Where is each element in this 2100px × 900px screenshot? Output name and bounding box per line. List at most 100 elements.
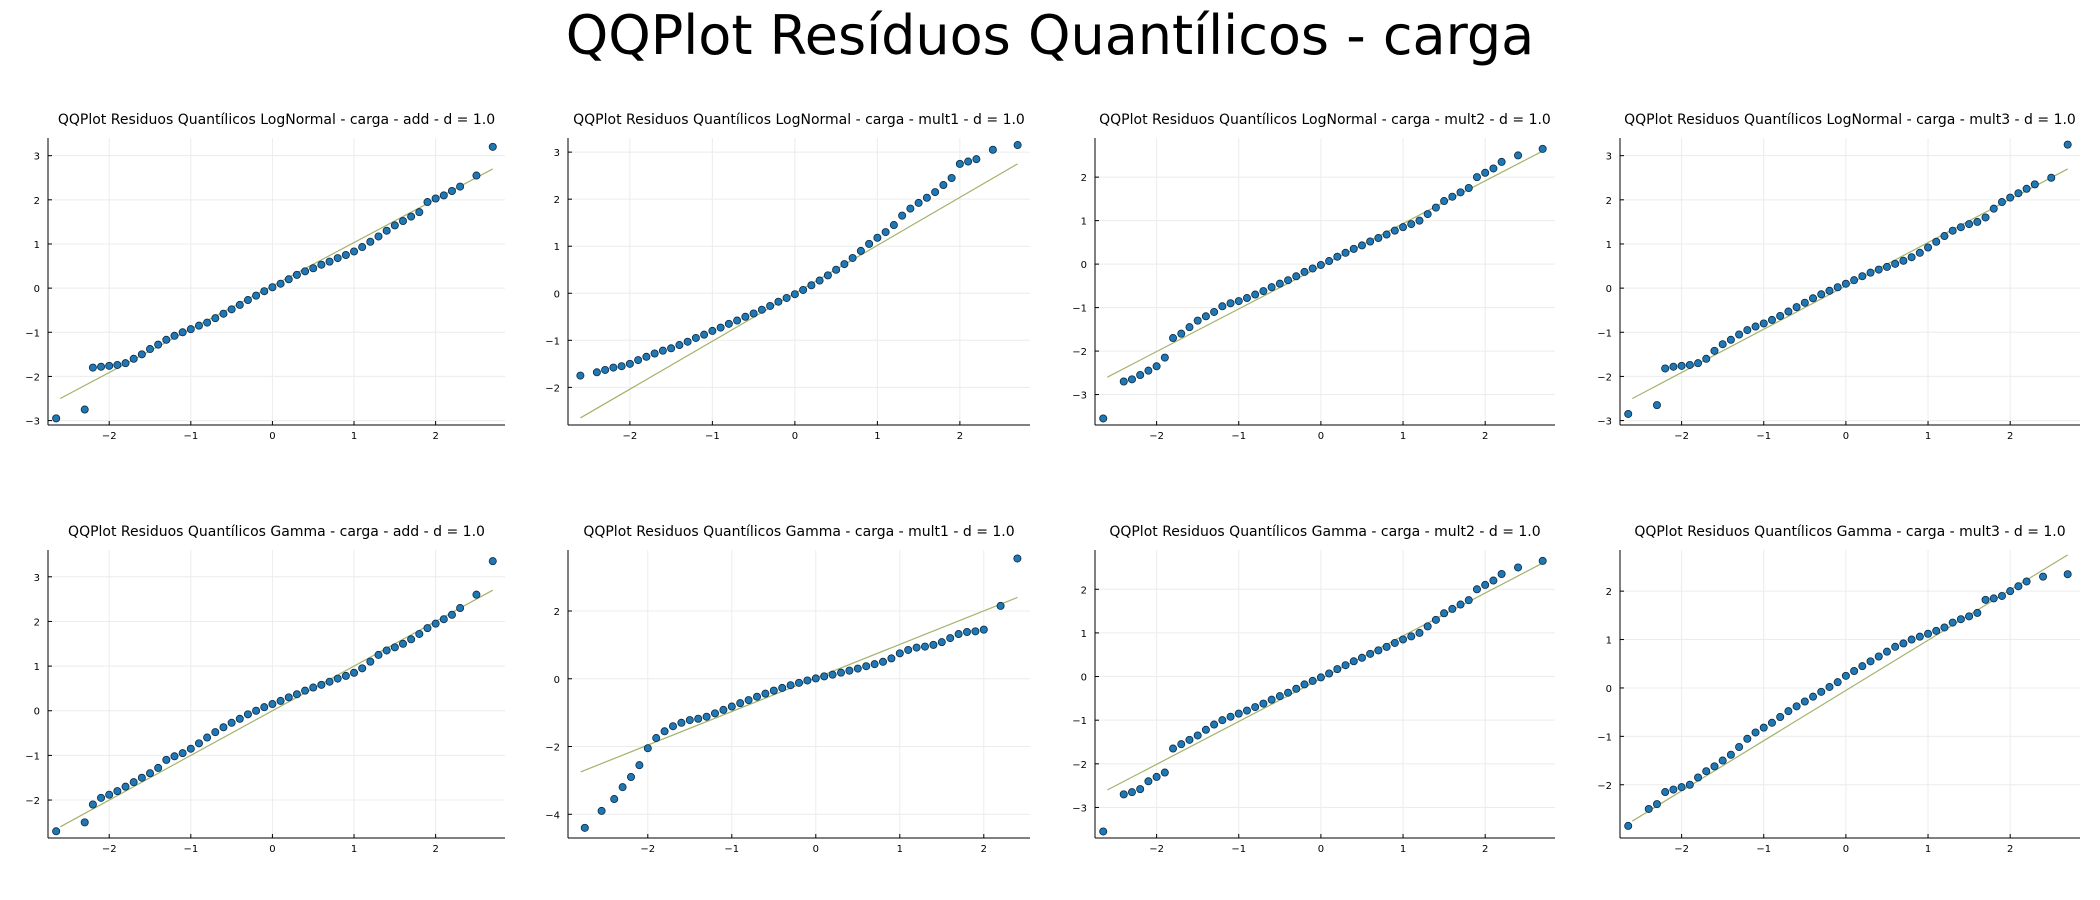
data-point (276, 696, 285, 705)
y-tick-label: 3 (34, 152, 40, 163)
data-point (1448, 604, 1457, 613)
data-point (1390, 226, 1399, 235)
data-point (121, 359, 130, 368)
data-point (203, 733, 212, 742)
data-point (1956, 615, 1965, 624)
data-point (848, 253, 857, 262)
data-point (407, 212, 416, 221)
data-point (1333, 252, 1342, 261)
data-point (1316, 260, 1325, 269)
x-tick-label: 2 (1482, 844, 1488, 855)
data-point (170, 331, 179, 340)
data-point (129, 778, 138, 787)
data-point (1292, 684, 1301, 693)
data-point (1242, 706, 1251, 715)
x-tick-label: 0 (269, 431, 275, 442)
y-tick-label: 2 (554, 607, 560, 618)
data-point (2014, 189, 2023, 198)
data-point (1809, 294, 1818, 303)
data-point (840, 260, 849, 269)
data-point (268, 283, 277, 292)
data-point (1784, 707, 1793, 716)
data-point (333, 674, 342, 683)
x-tick-label: 0 (1318, 844, 1324, 855)
y-tick-label: 0 (1606, 684, 1612, 695)
data-point (1300, 680, 1309, 689)
data-point (447, 186, 456, 195)
plot-title: QQPlot Residuos Quantílicos Gamma - carg… (583, 524, 1015, 540)
x-tick-label: −1 (705, 431, 720, 442)
data-point (1349, 244, 1358, 253)
data-point (1472, 173, 1481, 182)
y-tick-label: 0 (1606, 284, 1612, 295)
data-point (243, 296, 252, 305)
data-point (683, 337, 692, 346)
x-tick-label: −2 (102, 844, 117, 855)
y-tick-label: −1 (25, 751, 40, 762)
x-tick-label: 2 (2007, 844, 2013, 855)
y-tick-label: 1 (554, 242, 560, 253)
data-point (154, 763, 163, 772)
data-point (1169, 334, 1178, 343)
data-point (374, 232, 383, 241)
x-tick-label: 0 (792, 431, 798, 442)
data-point (749, 309, 758, 318)
data-point (1169, 744, 1178, 753)
data-point (309, 264, 318, 273)
data-point (828, 670, 837, 679)
data-point (1735, 743, 1744, 752)
plot-title: QQPlot Residuos Quantílicos Gamma - carg… (68, 524, 485, 540)
y-tick-label: −2 (25, 796, 40, 807)
data-point (1308, 264, 1317, 273)
data-point (799, 285, 808, 294)
data-point (617, 362, 626, 371)
qqplot-panel: −2 −1 0 1 2 −3 −2 −1 0 1 2 3 (25, 138, 505, 442)
y-tick-label: −3 (1597, 417, 1612, 428)
data-point (1325, 257, 1334, 266)
y-tick-label: −3 (25, 417, 40, 428)
data-point (1792, 702, 1801, 711)
x-tick-label: 2 (1482, 431, 1488, 442)
data-point (803, 676, 812, 685)
data-point (592, 368, 601, 377)
data-point (1735, 330, 1744, 339)
data-point (1702, 354, 1711, 363)
data-point (937, 638, 946, 647)
data-point (390, 221, 399, 230)
data-point (1899, 256, 1908, 265)
data-point (2006, 587, 2015, 596)
data-point (1152, 772, 1161, 781)
data-point (1685, 780, 1694, 789)
data-point (227, 718, 236, 727)
data-point (1694, 359, 1703, 368)
data-point (920, 642, 929, 651)
y-tick-label: −2 (25, 372, 40, 383)
data-point (1702, 767, 1711, 776)
data-point (1259, 287, 1268, 296)
data-point (979, 625, 988, 634)
data-point (1767, 315, 1776, 324)
data-point (268, 700, 277, 709)
data-point (634, 356, 643, 365)
data-point (1924, 629, 1933, 638)
data-point (1464, 596, 1473, 605)
data-point (832, 265, 841, 274)
data-point (1981, 213, 1990, 222)
data-point (162, 755, 171, 764)
data-point (1099, 827, 1108, 836)
data-point (1185, 735, 1194, 744)
data-point (2014, 582, 2023, 591)
data-point (219, 309, 228, 318)
data-point (1915, 632, 1924, 641)
data-point (836, 668, 845, 677)
data-point (80, 818, 89, 827)
data-point (1538, 556, 1547, 565)
y-tick-label: −1 (1072, 304, 1087, 315)
data-point (1275, 279, 1284, 288)
data-point (757, 305, 766, 314)
data-point (1374, 234, 1383, 243)
data-point (1127, 375, 1136, 384)
data-point (947, 173, 956, 182)
x-tick-label: 0 (1843, 431, 1849, 442)
data-point (815, 276, 824, 285)
